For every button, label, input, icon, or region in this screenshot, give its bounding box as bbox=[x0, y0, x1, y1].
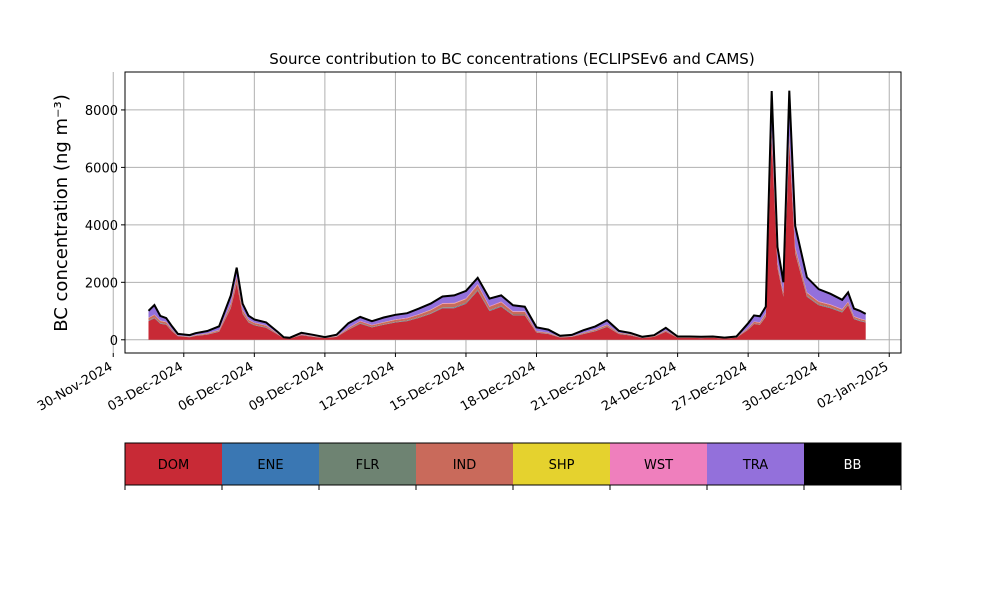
y-tick-label: 8000 bbox=[85, 104, 118, 119]
legend-label-flr: FLR bbox=[356, 458, 380, 473]
y-axis: 0 2000 4000 6000 8000 bbox=[85, 104, 125, 349]
y-tick-label: 0 bbox=[110, 334, 118, 349]
series-area-ind bbox=[148, 131, 866, 339]
legend-swatch-dom bbox=[125, 443, 222, 485]
legend-label-tra: TRA bbox=[742, 458, 768, 473]
legend-swatch-shp bbox=[513, 443, 610, 485]
x-tick-label: 30-Dec-2024 bbox=[740, 359, 820, 414]
x-tick-label: 09-Dec-2024 bbox=[246, 359, 326, 414]
y-tick-label: 4000 bbox=[85, 219, 118, 234]
legend-swatch-wst bbox=[610, 443, 707, 485]
x-tick-label: 15-Dec-2024 bbox=[388, 359, 468, 414]
series-bb-line bbox=[147, 90, 867, 339]
x-tick-label: 12-Dec-2024 bbox=[317, 359, 397, 414]
y-axis-label: BC concentration (ng m⁻³) bbox=[51, 94, 72, 332]
y-tick-label: 2000 bbox=[85, 276, 118, 291]
x-tick-label: 06-Dec-2024 bbox=[176, 359, 256, 414]
legend-label-wst: WST bbox=[644, 458, 673, 473]
legend-swatch-ene bbox=[222, 443, 319, 485]
legend-swatch-tra bbox=[707, 443, 804, 485]
legend-colorbar: DOM ENE FLR IND SHP WST TRA BB bbox=[124, 442, 902, 490]
plot-area: 0 2000 4000 6000 8000 30-Nov-202403-Dec-2024… bbox=[35, 71, 902, 415]
x-tick-label: 27-Dec-2024 bbox=[670, 359, 750, 414]
x-tick-label: 21-Dec-2024 bbox=[529, 359, 609, 414]
legend-swatch-ind bbox=[416, 443, 513, 485]
legend-swatch-flr bbox=[319, 443, 416, 485]
axes-frame bbox=[124, 71, 902, 354]
stacked-areas bbox=[148, 92, 866, 340]
legend-label-ene: ENE bbox=[257, 458, 283, 473]
grid-lines bbox=[112, 72, 901, 353]
x-tick-label: 02-Jan-2025 bbox=[815, 359, 892, 412]
x-tick-label: 03-Dec-2024 bbox=[105, 359, 185, 414]
chart-title: Source contribution to BC concentrations… bbox=[269, 50, 754, 68]
x-tick-label: 24-Dec-2024 bbox=[599, 359, 679, 414]
x-tick-label: 18-Dec-2024 bbox=[458, 359, 538, 414]
legend-label-dom: DOM bbox=[158, 458, 189, 473]
legend-label-bb: BB bbox=[844, 458, 862, 473]
legend-label-shp: SHP bbox=[549, 458, 575, 473]
y-tick-label: 6000 bbox=[85, 161, 118, 176]
series-area-dom bbox=[148, 138, 866, 340]
legend-swatch-bb bbox=[804, 443, 901, 485]
x-axis: 30-Nov-202403-Dec-202406-Dec-202409-Dec-… bbox=[35, 353, 891, 415]
legend-label-ind: IND bbox=[453, 458, 477, 473]
x-tick-label: 30-Nov-2024 bbox=[35, 359, 115, 414]
total-line bbox=[147, 90, 867, 339]
